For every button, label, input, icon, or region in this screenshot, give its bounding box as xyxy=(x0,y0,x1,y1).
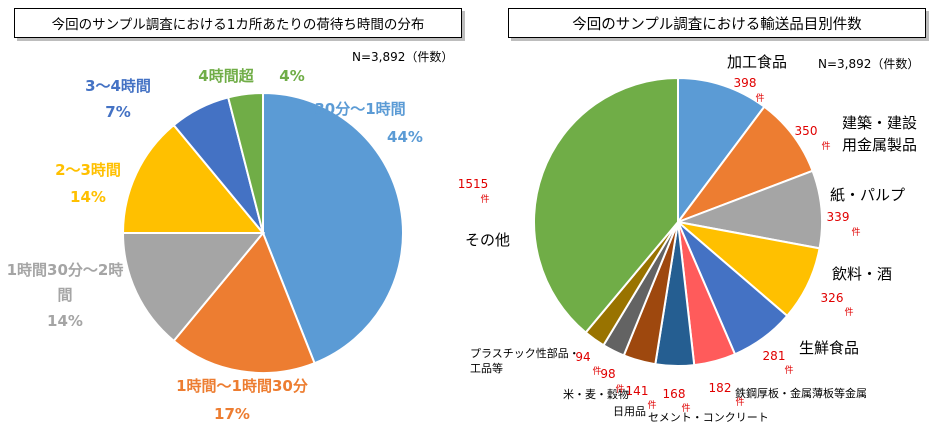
slice-value-label: 94 xyxy=(575,350,590,364)
slice-unit-label: 件 xyxy=(784,364,793,376)
slice-unit-label: 件 xyxy=(647,399,656,411)
slice-category-label: 1時間～1時間30分 xyxy=(176,377,308,395)
slice-unit-label: 件 xyxy=(735,396,744,408)
slice-unit-label: 件 xyxy=(755,92,764,104)
commodity-slice xyxy=(675,105,814,225)
slice-category-label: 2～3時間 xyxy=(55,161,121,179)
slice-category-label: 生鮮食品 xyxy=(799,339,859,357)
slice-category-label: 工品等 xyxy=(470,361,503,375)
right-chart-title: 今回のサンプル調査における輸送品目別件数 xyxy=(508,8,926,38)
slice-category-label: 3～4時間 xyxy=(85,77,151,95)
wait-time-slice xyxy=(121,123,266,234)
left-chart-note: N=3,892（件数） xyxy=(352,50,454,64)
slice-unit-label: 件 xyxy=(681,402,690,414)
right-chart-note: N=3,892（件数） xyxy=(818,57,920,71)
slice-category-label: 30分～1時間 xyxy=(314,100,405,118)
slice-category-label: 加工食品 xyxy=(727,53,787,71)
slice-category-label: 飲料・酒 xyxy=(832,265,892,283)
slice-category-label: セメント・コンクリート xyxy=(648,411,769,424)
slice-category-label: 鉄鋼厚板・金属薄板等金属 xyxy=(735,386,867,400)
slice-category-label: 用金属製品 xyxy=(842,136,917,154)
slice-category-label: 日用品 xyxy=(613,405,646,418)
slice-unit-label: 件 xyxy=(615,383,624,395)
slice-percent-label: 7% xyxy=(105,103,130,121)
slice-category-label: 間 xyxy=(57,286,72,304)
slice-percent-label: 17% xyxy=(214,405,250,423)
wait-time-slice xyxy=(121,232,266,343)
commodity-slice xyxy=(677,76,766,226)
slice-value-label: 398 xyxy=(734,76,757,90)
slice-percent-label: 44% xyxy=(387,128,423,146)
slice-value-label: 182 xyxy=(709,381,732,395)
slice-category-label: 1時間30分～2時 xyxy=(7,261,124,279)
wait-time-slice xyxy=(262,91,404,365)
slice-percent-label: 14% xyxy=(70,188,106,206)
slice-value-label: 98 xyxy=(600,367,615,381)
wait-time-slice xyxy=(172,231,316,374)
wait-time-slice xyxy=(226,91,264,234)
slice-unit-label: 件 xyxy=(592,365,601,377)
slice-unit-label: 件 xyxy=(480,193,489,205)
slice-percent-label: 14% xyxy=(47,312,83,330)
slice-category-label: その他 xyxy=(465,231,510,249)
slice-percent-label: 4% xyxy=(279,67,304,85)
slice-value-label: 326 xyxy=(821,291,844,305)
commodity-slice xyxy=(533,76,679,334)
slice-value-label: 141 xyxy=(626,384,649,398)
slice-category-label: 建築・建設 xyxy=(842,114,917,132)
slice-value-label: 1515 xyxy=(458,177,489,191)
slice-value-label: 168 xyxy=(663,387,686,401)
slice-unit-label: 件 xyxy=(821,140,830,152)
slice-category-label: プラスチック性部品・ xyxy=(470,346,580,360)
slice-value-label: 339 xyxy=(827,210,850,224)
slice-unit-label: 件 xyxy=(844,306,853,318)
slice-category-label: 米・麦・穀物 xyxy=(563,387,629,401)
slice-value-label: 281 xyxy=(763,349,786,363)
slice-category-label: 紙・パルプ xyxy=(830,186,905,204)
slice-value-label: 350 xyxy=(795,124,818,138)
slice-category-label: 4時間超 xyxy=(198,67,254,85)
slice-unit-label: 件 xyxy=(851,226,860,238)
left-chart-title: 今回のサンプル調査における1カ所あたりの荷待ち時間の分布 xyxy=(14,8,462,38)
